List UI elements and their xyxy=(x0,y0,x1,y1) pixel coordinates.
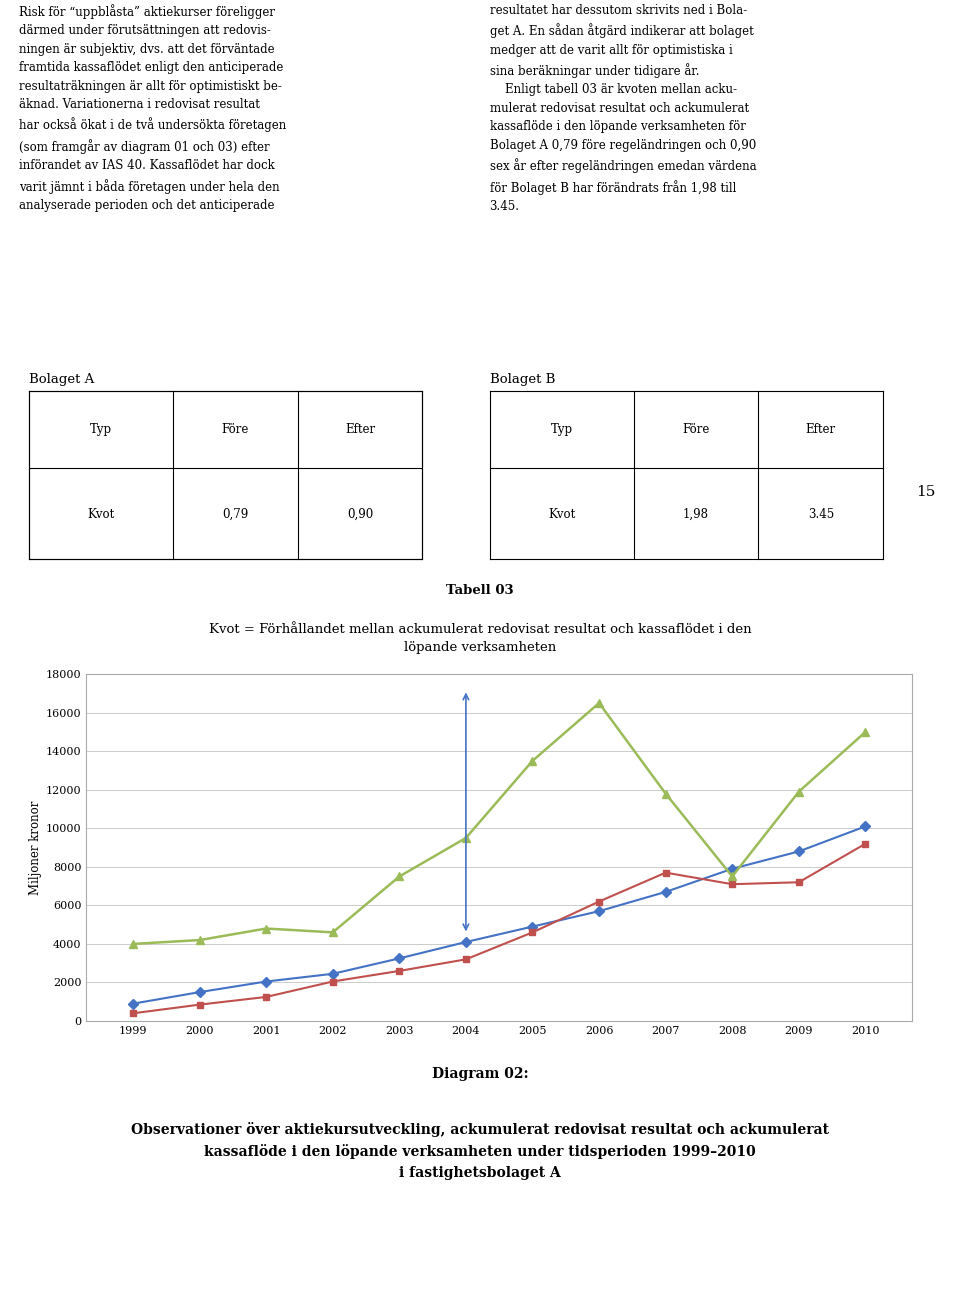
Text: Risk för “uppblåsta” aktiekurser föreligger
därmed under förutsättningen att red: Risk för “uppblåsta” aktiekurser förelig… xyxy=(19,4,286,212)
Text: 0,79: 0,79 xyxy=(222,508,249,521)
Text: Före: Före xyxy=(222,423,249,436)
Text: Observationer över aktiekursutveckling, ackumulerat redovisat resultat och ackum: Observationer över aktiekursutveckling, … xyxy=(131,1122,829,1179)
Y-axis label: Miljoner kronor: Miljoner kronor xyxy=(29,800,41,895)
Text: Kvot: Kvot xyxy=(548,508,575,521)
Text: Typ: Typ xyxy=(89,423,112,436)
Text: 1,98: 1,98 xyxy=(683,508,709,521)
Text: resultatet har dessutom skrivits ned i Bola-
get A. En sådan åtgärd indikerar at: resultatet har dessutom skrivits ned i B… xyxy=(490,4,756,213)
Text: Typ: Typ xyxy=(550,423,573,436)
Text: Kvot: Kvot xyxy=(87,508,114,521)
Text: Före: Före xyxy=(683,423,709,436)
Text: Bolaget A: Bolaget A xyxy=(29,373,94,386)
Text: Tabell 03: Tabell 03 xyxy=(446,584,514,597)
Text: Kvot = Förhållandet mellan ackumulerat redovisat resultat och kassaflödet i den
: Kvot = Förhållandet mellan ackumulerat r… xyxy=(208,623,752,654)
Text: 15: 15 xyxy=(917,486,936,499)
Text: 0,90: 0,90 xyxy=(347,508,373,521)
Text: Efter: Efter xyxy=(345,423,375,436)
Text: Bolaget B: Bolaget B xyxy=(490,373,555,386)
Text: 3.45: 3.45 xyxy=(807,508,834,521)
Text: Efter: Efter xyxy=(805,423,836,436)
Text: Diagram 02:: Diagram 02: xyxy=(432,1067,528,1081)
